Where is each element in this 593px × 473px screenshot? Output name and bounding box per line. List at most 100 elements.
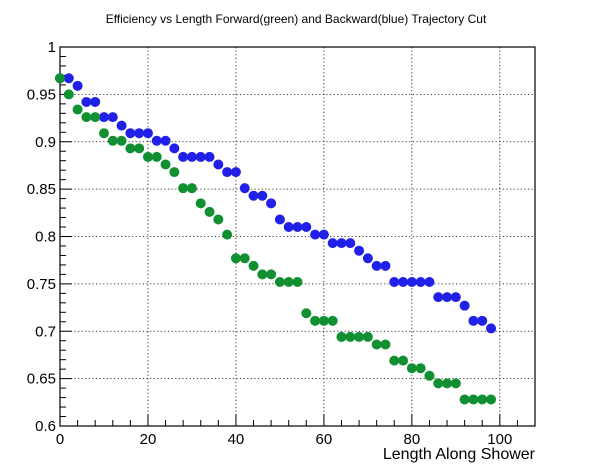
forward-point [55,73,65,84]
backward-point [90,96,101,107]
backward-point [283,222,294,233]
backward-point [468,315,479,326]
backward-point [310,229,321,240]
backward-point [142,128,153,139]
forward-point [222,229,233,240]
backward-point [248,190,259,201]
backward-point [406,276,417,287]
backward-point [107,112,118,123]
x-axis-title: Length Along Shower [383,446,536,463]
axis-ticks [59,46,536,427]
forward-point [230,253,241,264]
forward-point [81,112,92,123]
backward-point [424,276,435,287]
y-tick-label: 0.8 [35,229,56,246]
y-tick-label: 0.9 [35,134,56,151]
forward-point [72,104,83,115]
backward-point [125,128,136,139]
forward-point [450,378,461,389]
forward-point [169,167,180,178]
forward-point [257,269,268,280]
forward-point [406,363,417,374]
forward-point [195,198,206,209]
backward-point [186,151,197,162]
backward-point [98,112,109,123]
forward-point [442,378,453,389]
y-tick-label: 0.95 [27,86,56,103]
x-tick-label: 100 [487,431,512,448]
forward-point [98,128,109,139]
forward-point [327,315,338,326]
x-tick-label: 20 [140,431,157,448]
forward-point [134,143,145,154]
backward-point [459,300,470,311]
backward-point [257,190,268,201]
backward-point [204,151,215,162]
forward-point [486,394,497,405]
forward-point [468,394,479,405]
backward-point [327,238,338,249]
forward-point [90,112,101,123]
grid [60,47,535,426]
x-tick-label: 60 [316,431,333,448]
backward-point [230,167,241,178]
backward-point [380,260,391,271]
backward-point [151,135,162,146]
forward-point [301,308,312,319]
forward-point [142,151,153,162]
forward-point [318,315,329,326]
backward-point [160,135,171,146]
forward-point [354,331,365,342]
y-tick-label: 1 [48,39,56,56]
backward-point [81,96,92,107]
forward-point [107,135,118,146]
forward-point [424,370,435,381]
forward-point [292,276,303,287]
backward-point [486,323,497,334]
backward-point [63,73,74,84]
backward-point [318,229,329,240]
x-tick-label: 80 [404,431,421,448]
backward-point [371,260,382,271]
backward-point [292,222,303,233]
backward-point [336,238,347,249]
forward-point [459,394,470,405]
backward-point [345,238,356,249]
forward-point [389,355,400,366]
forward-point [336,331,347,342]
forward-point [415,363,426,374]
backward-point [116,120,127,131]
forward-point [248,260,259,271]
forward-point [310,315,321,326]
backward-point [274,214,285,225]
backward-point [415,276,426,287]
forward-point [204,206,215,217]
backward-point [239,183,250,194]
y-tick-label: 0.65 [27,371,56,388]
backward-point [169,143,180,154]
backward-point [450,292,461,303]
forward-point [362,331,373,342]
forward-point [160,159,171,170]
y-tick-label: 0.75 [27,276,56,293]
forward-point [186,183,197,194]
forward-point [151,151,162,162]
backward-point [354,245,365,256]
y-tick-label: 0.85 [27,181,56,198]
forward-point [116,135,127,146]
forward-point [125,143,136,154]
forward-point [433,378,444,389]
forward-point [371,339,382,350]
forward-point [380,339,391,350]
backward-point [389,276,400,287]
data-points [55,73,497,405]
forward-point [239,253,250,264]
backward-point [477,315,488,326]
y-tick-label: 0.7 [35,323,56,340]
forward-point [274,276,285,287]
forward-point [477,394,488,405]
backward-point [362,253,373,264]
chart-title: Efficiency vs Length Forward(green) and … [106,12,487,26]
